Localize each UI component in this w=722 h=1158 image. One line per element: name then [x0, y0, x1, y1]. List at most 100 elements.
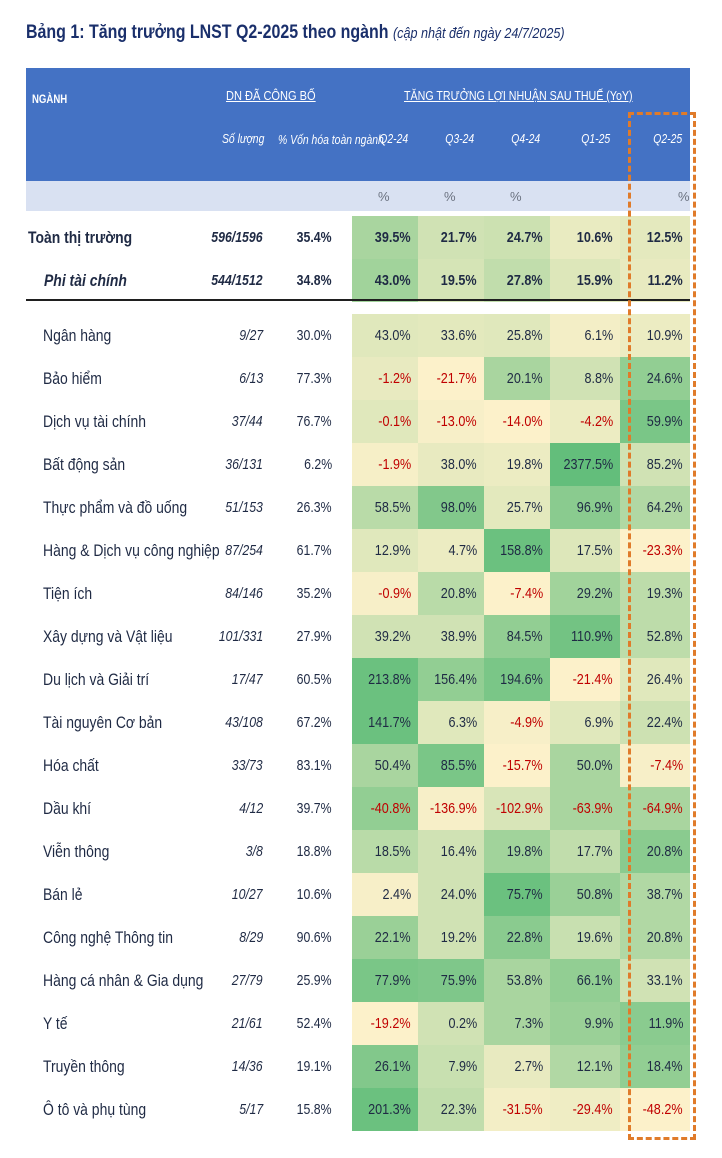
- growth-cell: 15.9%: [550, 259, 620, 302]
- sector-count: 10/27: [200, 873, 263, 916]
- growth-cell-text: 33.6%: [441, 327, 477, 344]
- growth-cell: 29.2%: [550, 572, 620, 615]
- sector-cap-share: 27.9%: [270, 615, 332, 658]
- sector-count-text: 6/13: [239, 370, 263, 387]
- growth-cell: -0.1%: [352, 400, 418, 443]
- unit-q4-24: %: [510, 189, 522, 204]
- growth-cell-text: 6.1%: [584, 327, 613, 344]
- growth-cell-text: 50.8%: [577, 886, 613, 903]
- growth-cell: -4.2%: [550, 400, 620, 443]
- growth-cell-text: 96.9%: [577, 499, 613, 516]
- sector-count-text: 8/29: [239, 929, 263, 946]
- growth-cell-text: 16.4%: [441, 843, 477, 860]
- growth-cell: -31.5%: [484, 1088, 550, 1131]
- sector-count-text: 596/1596: [211, 229, 263, 246]
- growth-cell-text: 7.3%: [514, 1015, 543, 1032]
- sector-name: Tiện ích: [43, 572, 103, 615]
- growth-cell: 6.9%: [550, 701, 620, 744]
- growth-cell-text: 7.9%: [448, 1058, 477, 1075]
- growth-cell-text: 20.8%: [441, 585, 477, 602]
- sector-count-text: 36/131: [225, 456, 263, 473]
- sector-cap-share: 26.3%: [270, 486, 332, 529]
- table-title: Bảng 1: Tăng trưởng LNST Q2-2025 theo ng…: [26, 22, 565, 44]
- growth-cell: 64.2%: [620, 486, 690, 529]
- growth-cell: 2.4%: [352, 873, 418, 916]
- growth-cell: -7.4%: [620, 744, 690, 787]
- growth-cell: 6.3%: [418, 701, 484, 744]
- sector-name-text: Công nghệ Thông tin: [43, 928, 173, 947]
- growth-cell-text: -4.9%: [510, 714, 543, 731]
- growth-cell-text: 26.4%: [647, 671, 683, 688]
- growth-cell: -4.9%: [484, 701, 550, 744]
- growth-cell: 25.7%: [484, 486, 550, 529]
- header-q2-24: Q2-24: [379, 131, 408, 146]
- growth-cell-text: 24.0%: [441, 886, 477, 903]
- sector-name-text: Toàn thị trường: [28, 228, 133, 247]
- growth-cell: 27.8%: [484, 259, 550, 302]
- unit-q3-24: %: [444, 189, 456, 204]
- sector-name: Bảo hiểm: [43, 357, 115, 400]
- sector-count: 14/36: [200, 1045, 263, 1088]
- growth-cell-text: 22.4%: [647, 714, 683, 731]
- growth-cell-text: -7.4%: [650, 757, 683, 774]
- sector-cap-share-text: 18.8%: [297, 843, 332, 860]
- growth-cell-text: -63.9%: [573, 800, 613, 817]
- sector-cap-share-text: 76.7%: [297, 413, 332, 430]
- growth-cell: 19.6%: [550, 916, 620, 959]
- sector-count-text: 10/27: [232, 886, 263, 903]
- sector-count: 596/1596: [200, 216, 263, 259]
- growth-cell: 21.7%: [418, 216, 484, 259]
- growth-cell-text: 12.9%: [375, 542, 411, 559]
- growth-cell: 2377.5%: [550, 443, 620, 486]
- growth-cell-text: 84.5%: [507, 628, 543, 645]
- growth-cell-text: -102.9%: [496, 800, 543, 817]
- sector-name-text: Thực phẩm và đồ uống: [43, 498, 188, 517]
- growth-cell-text: 0.2%: [448, 1015, 477, 1032]
- growth-cell: 50.8%: [550, 873, 620, 916]
- growth-cell: 20.8%: [620, 830, 690, 873]
- header-q1-25: Q1-25: [581, 131, 610, 146]
- growth-cell-text: 11.9%: [648, 1015, 683, 1032]
- growth-cell: 6.1%: [550, 314, 620, 357]
- growth-cell-text: -4.2%: [580, 413, 613, 430]
- growth-cell-text: 11.2%: [647, 272, 683, 289]
- header-nganh: NGÀNH: [32, 92, 68, 106]
- growth-cell: 158.8%: [484, 529, 550, 572]
- growth-cell-text: 20.8%: [647, 843, 683, 860]
- sector-count-text: 544/1512: [211, 272, 263, 289]
- sector-cap-share-text: 90.6%: [297, 929, 332, 946]
- growth-cell: 17.7%: [550, 830, 620, 873]
- sector-cap-share-text: 60.5%: [297, 671, 332, 688]
- sector-count-text: 5/17: [239, 1101, 263, 1118]
- sector-count-text: 21/61: [232, 1015, 263, 1032]
- sector-cap-share-text: 52.4%: [297, 1015, 332, 1032]
- growth-cell-text: 19.3%: [647, 585, 683, 602]
- sector-name: Tài nguyên Cơ bản: [43, 701, 188, 744]
- sector-cap-share-text: 83.1%: [297, 757, 332, 774]
- q2-25-highlight-box: [628, 112, 696, 1140]
- sector-cap-share: 15.8%: [270, 1088, 332, 1131]
- growth-cell: 19.8%: [484, 443, 550, 486]
- growth-cell: 194.6%: [484, 658, 550, 701]
- growth-cell: 26.1%: [352, 1045, 418, 1088]
- sector-cap-share-text: 10.6%: [297, 886, 332, 903]
- growth-cell: 53.8%: [484, 959, 550, 1002]
- growth-cell-text: 19.8%: [507, 843, 543, 860]
- growth-cell: 12.9%: [352, 529, 418, 572]
- growth-cell: -13.0%: [418, 400, 484, 443]
- growth-cell: 110.9%: [550, 615, 620, 658]
- growth-cell-text: -64.9%: [643, 800, 683, 817]
- growth-cell-text: -31.5%: [503, 1101, 543, 1118]
- growth-cell: -0.9%: [352, 572, 418, 615]
- growth-cell-text: -40.8%: [371, 800, 411, 817]
- sector-count-text: 43/108: [225, 714, 263, 731]
- growth-cell: -1.2%: [352, 357, 418, 400]
- sector-count: 6/13: [200, 357, 263, 400]
- growth-cell: 12.5%: [620, 216, 690, 259]
- sector-count: 43/108: [200, 701, 263, 744]
- growth-cell-text: 10.9%: [647, 327, 683, 344]
- growth-cell: 213.8%: [352, 658, 418, 701]
- sector-count: 4/12: [200, 787, 263, 830]
- sector-name: Xây dựng và Vật liệu: [43, 615, 201, 658]
- growth-cell: 22.1%: [352, 916, 418, 959]
